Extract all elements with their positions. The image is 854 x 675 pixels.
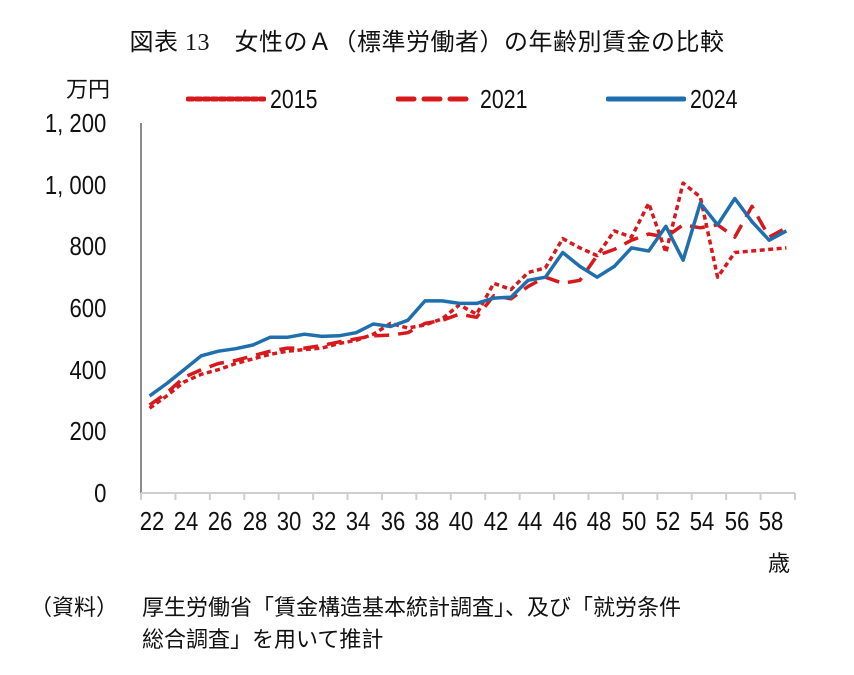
- x-tick-label: 30: [276, 506, 302, 536]
- x-tick-label: 38: [414, 506, 440, 536]
- source-line-2: 総合調査」を用いて推計: [142, 627, 384, 652]
- x-tick-label: 52: [655, 506, 681, 536]
- y-tick-label: 1, 200: [44, 108, 106, 138]
- source-line-1: 厚生労働省「賃金構造基本統計調査」、及び「就労条件: [142, 595, 682, 620]
- solid-line-icon: [605, 96, 686, 102]
- x-tick-label: 40: [449, 506, 474, 536]
- x-tick-label: 24: [173, 506, 199, 536]
- x-tick-label: 50: [621, 506, 646, 536]
- y-tick-label: 600: [69, 293, 106, 323]
- y-tick-label: 800: [69, 231, 106, 261]
- legend-label: 2021: [479, 83, 528, 114]
- legend: 2015 2021 2024: [186, 84, 776, 114]
- y-tick-label: 200: [69, 416, 106, 446]
- x-axis-label: 歳: [768, 551, 791, 576]
- x-tick-label: 58: [758, 506, 784, 536]
- x-tick-label: 44: [517, 506, 543, 536]
- x-tick-label: 26: [208, 506, 233, 536]
- legend-item-2021: 2021: [395, 83, 538, 115]
- x-tick-label: 32: [311, 506, 336, 536]
- x-tick-label: 56: [724, 506, 750, 536]
- series-line-2015: [148, 181, 787, 410]
- series-line-2024: [148, 196, 788, 398]
- x-tick-label: 54: [690, 506, 715, 536]
- y-tick-label: 0: [93, 478, 106, 508]
- legend-item-2024: 2024: [605, 83, 748, 115]
- series-line-2021: [148, 204, 788, 407]
- y-axis-unit-label: 万円: [66, 77, 111, 102]
- x-tick-label: 42: [483, 506, 509, 536]
- dashed-line-icon: [395, 96, 476, 102]
- source-note: （資料） 厚生労働省「賃金構造基本統計調査」、及び「就労条件 総合調査」を用いて推…: [30, 592, 681, 656]
- x-tick-label: 48: [586, 506, 612, 536]
- x-tick-label: 28: [242, 506, 268, 536]
- x-tick-label: 22: [139, 506, 164, 536]
- chart-title: 図表 13 女性のＡ（標準労働者）の年齢別賃金の比較: [129, 30, 725, 56]
- source-prefix: （資料）: [30, 595, 119, 620]
- y-tick-label: 1, 000: [44, 170, 106, 200]
- x-tick-label: 36: [380, 506, 405, 536]
- x-tick-label: 46: [552, 506, 577, 536]
- legend-label: 2024: [689, 83, 738, 114]
- x-axis-tick-marks: [140, 493, 796, 500]
- x-tick-label: 34: [345, 506, 371, 536]
- legend-item-2015: 2015: [186, 84, 328, 115]
- y-tick-label: 400: [69, 355, 106, 385]
- dotted-line-icon: [186, 96, 266, 102]
- legend-label: 2015: [270, 83, 318, 114]
